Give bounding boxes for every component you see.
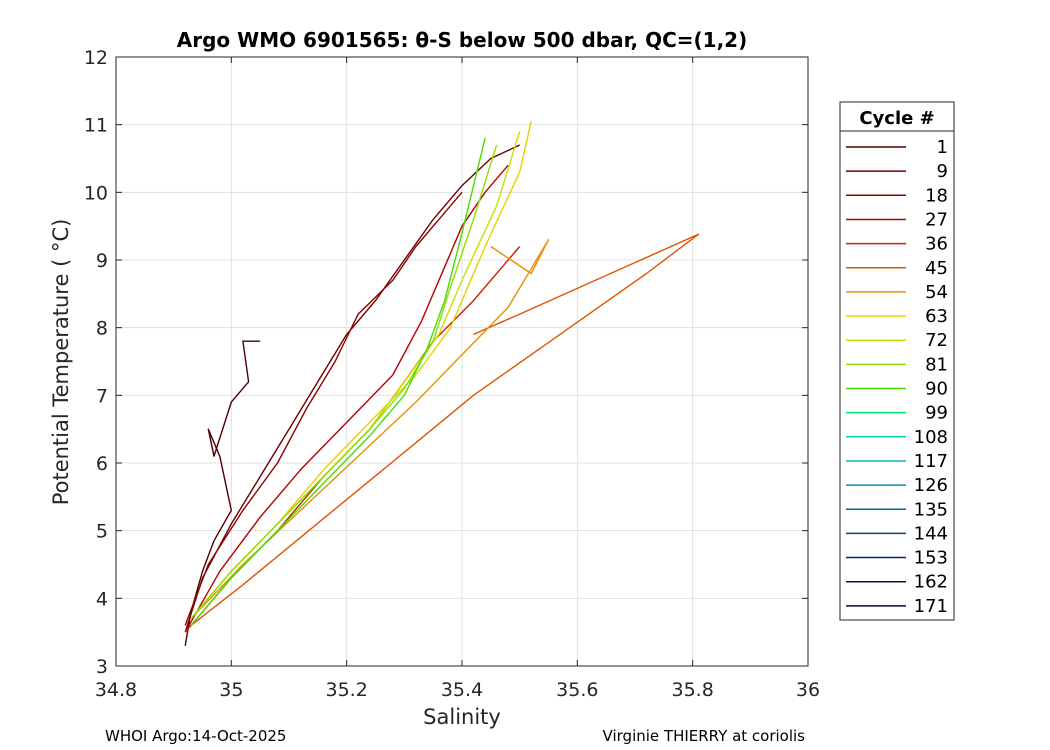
legend-label-144: 144: [914, 523, 948, 544]
series-line-cycle-90: [190, 138, 486, 626]
legend-label-36: 36: [925, 234, 948, 255]
legend: Cycle # 1 9 18 27 36 45 54 63 72 81 90 99 108 117 126 1…: [839, 101, 955, 621]
x-tick-label: 35.8: [672, 679, 714, 701]
y-tick-label: 5: [96, 521, 108, 543]
y-tick-label: 4: [96, 588, 108, 610]
legend-label-45: 45: [925, 258, 948, 279]
legend-label-54: 54: [925, 282, 948, 303]
x-axis-label: Salinity: [423, 705, 501, 729]
y-axis-label: Potential Temperature ( °C): [49, 219, 73, 506]
footer-left: WHOI Argo:14-Oct-2025: [105, 727, 286, 745]
x-tick-label: 35: [219, 679, 243, 701]
legend-label-153: 153: [914, 548, 948, 569]
series-line-cycle-18: [184, 191, 463, 626]
y-tick-label: 10: [84, 182, 108, 204]
y-tick-label: 9: [96, 250, 108, 272]
legend-label-135: 135: [914, 499, 948, 520]
legend-label-108: 108: [914, 427, 948, 448]
y-tick-label: 11: [84, 115, 108, 137]
series-line-cycle-1: [184, 340, 261, 646]
y-tick-label: 12: [84, 47, 108, 69]
legend-label-162: 162: [914, 572, 948, 593]
data-series: [184, 121, 700, 646]
legend-label-18: 18: [925, 185, 948, 206]
x-tick-label: 35.2: [326, 679, 368, 701]
series-line-cycle-27: [184, 164, 509, 633]
legend-label-117: 117: [914, 451, 948, 472]
y-tick-label: 8: [96, 318, 108, 340]
x-tick-label: 35.4: [441, 679, 483, 701]
y-tick-label: 7: [96, 385, 108, 407]
legend-label-63: 63: [925, 306, 948, 327]
legend-label-27: 27: [925, 209, 948, 230]
legend-label-99: 99: [925, 403, 948, 424]
y-tick-label: 6: [96, 453, 108, 475]
legend-label-81: 81: [925, 354, 948, 375]
legend-label-72: 72: [925, 330, 948, 351]
series-line-cycle-9: [184, 144, 520, 633]
series-line-cycle-81: [190, 144, 498, 620]
legend-label-1: 1: [937, 137, 948, 158]
grid-lines: [116, 57, 808, 666]
x-tick-label: 35.6: [556, 679, 598, 701]
axis-ticks: 34.8 35 35.2 35.4 35.6 35.8 36 3 4 5 6 7 8 9 10 11 12: [84, 47, 820, 701]
x-tick-label: 36: [796, 679, 820, 701]
x-tick-label: 34.8: [95, 679, 137, 701]
footer-right: Virginie THIERRY at coriolis: [603, 727, 806, 745]
series-line-cycle-45: [190, 233, 700, 626]
legend-label-9: 9: [937, 161, 948, 182]
chart-title: Argo WMO 6901565: θ-S below 500 dbar, QC…: [177, 28, 747, 52]
legend-label-90: 90: [925, 379, 948, 400]
y-tick-label: 3: [96, 656, 108, 678]
legend-title: Cycle #: [859, 108, 934, 129]
legend-label-126: 126: [914, 475, 948, 496]
legend-label-171: 171: [914, 596, 948, 617]
